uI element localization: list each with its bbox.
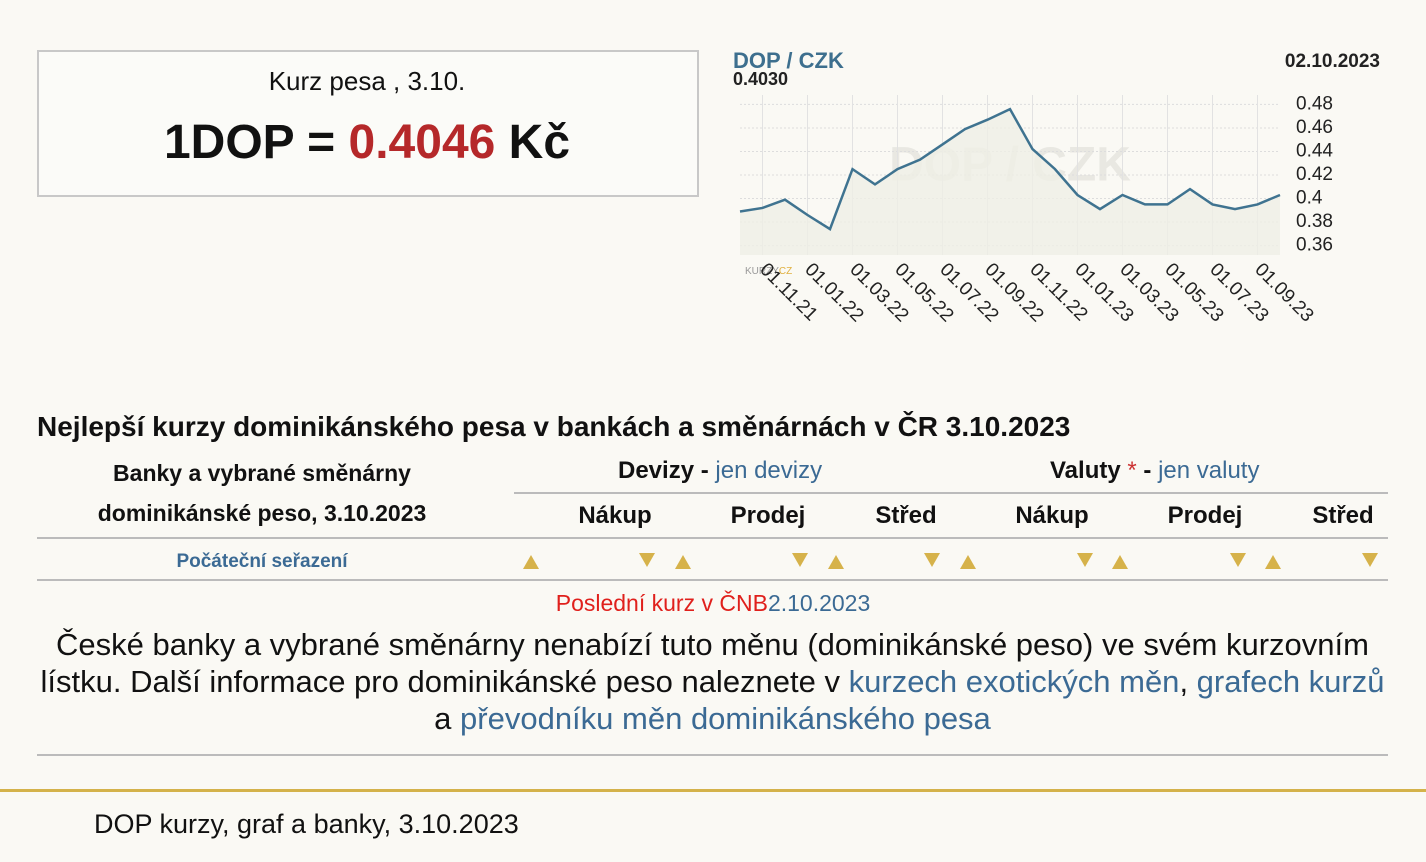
column-header[interactable]: Prodej [730,502,806,529]
y-tick-label: 0.48 [1296,93,1333,114]
notice-text: Poslední kurz v ČNB [555,590,768,616]
table-lines [37,492,1388,756]
logo-a: KURZY [745,266,779,277]
column-header[interactable]: Nákup [578,502,652,529]
logo: KURZYCZ [745,266,792,277]
chart-date: 02.10.2023 [1285,51,1380,72]
chart-title: DOP / CZK [733,48,844,73]
y-tick-label: 0.46 [1296,117,1333,138]
link[interactable]: grafech kurzů [1196,664,1385,699]
y-tick-label: 0.36 [1296,235,1333,256]
line [739,107,1281,231]
info-paragraph: České banky a vybrané směnárny nenabízí … [37,626,1388,737]
sep: - [1143,457,1152,484]
y-tick-label: 0.4 [1296,188,1323,209]
column-header[interactable]: Nákup [1015,502,1089,529]
y-tick-label: 0.38 [1296,211,1333,232]
area [740,109,1280,255]
left-header-2: dominikánské peso, 3.10.2023 [97,500,427,526]
column-header[interactable]: Prodej [1167,502,1243,529]
rate-left: 1DOP = [163,116,336,169]
text: , [1179,664,1197,699]
rate-value: 0.4046 [348,116,496,169]
text: České banky a vybrané směnárny nenabízí … [40,627,1369,699]
column-header[interactable]: Střed [875,502,937,529]
chart: DOP / CZK 0.4030 02.10.2023 DOP / CZK KU… [733,48,1380,327]
column-header[interactable]: Střed [1312,502,1374,529]
star: * [1127,457,1137,484]
rate-title: Kurz pesa , 3.10. [268,66,466,96]
sort-reset[interactable]: Počáteční seřazení [176,551,348,572]
notice: Poslední kurz v ČNB2.10.2023 [0,590,1426,617]
notice-date: 2.10.2023 [767,590,871,616]
valuty: Valuty [1050,457,1121,484]
footer-rule [0,789,1426,792]
devizy: Devizy [618,457,695,484]
rate-box [37,50,699,197]
logo-b: CZ [779,266,792,277]
text: a [434,701,461,736]
section-title: Nejlepší kurzy dominikánského pesa v ban… [37,411,1071,442]
rate-unit: Kč [508,116,571,169]
link[interactable]: kurzech exotických měn [848,664,1180,699]
sep: - [700,457,709,484]
valuty-header: Valuty * - jen valuty [1050,457,1259,485]
y-tick-label: 0.42 [1296,164,1333,185]
current-value: 0.4030 [733,69,788,89]
footer-text: DOP kurzy, graf a banky, 3.10.2023 [94,809,519,839]
valuty-link[interactable]: jen valuty [1158,457,1260,484]
y-tick-label: 0.44 [1296,140,1333,161]
left-header-1: Banky a vybrané směnárny [113,460,411,486]
devizy-header: Devizy - jen devizy [618,457,822,485]
devizy-link[interactable]: jen devizy [715,457,823,484]
link[interactable]: převodníku měn dominikánského pesa [460,701,991,736]
sort-arrows[interactable] [523,553,1378,569]
rate-line: 1DOP = 0.4046 Kč [37,115,697,170]
